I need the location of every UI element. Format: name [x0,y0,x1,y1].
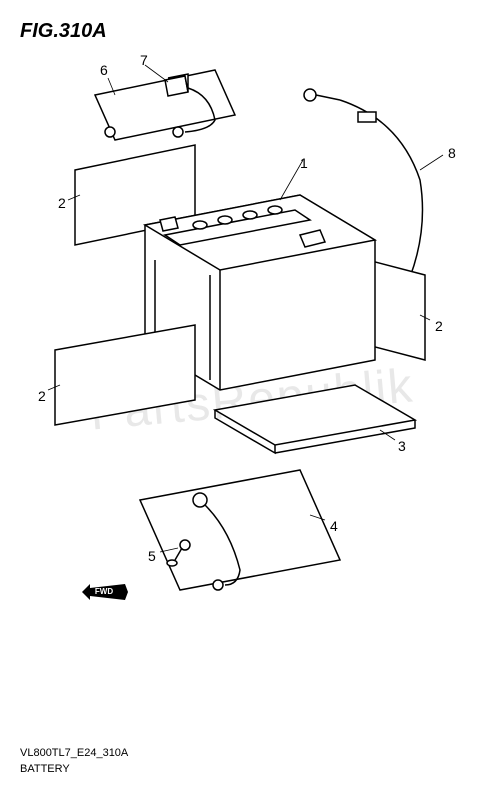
footer-part-code: VL800TL7_E24_310A [20,746,128,760]
footer-part-label: BATTERY [20,763,70,775]
parts-diagram [0,40,503,740]
